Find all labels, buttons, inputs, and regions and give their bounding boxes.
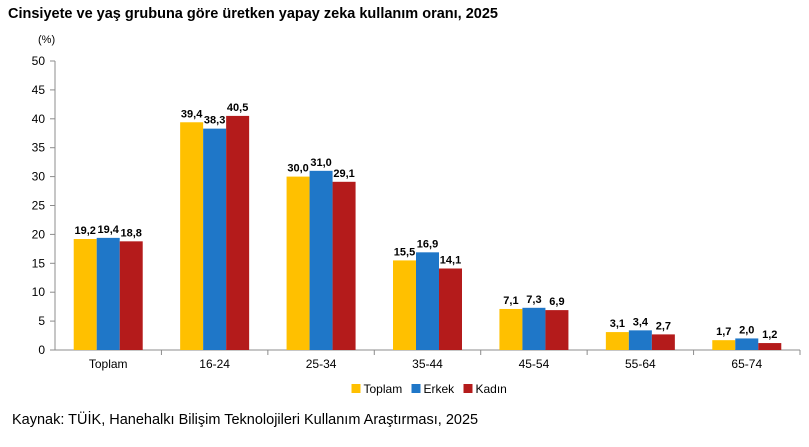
data-label: 14,1 [440, 255, 461, 267]
y-tick-label: 20 [32, 227, 46, 241]
data-label: 3,1 [610, 318, 625, 330]
data-label: 1,7 [716, 326, 731, 338]
bar-toplam [73, 239, 97, 350]
y-tick-label: 25 [32, 199, 46, 213]
data-label: 6,9 [549, 296, 564, 308]
data-label: 7,3 [526, 294, 541, 306]
x-tick-label: 65-74 [731, 357, 762, 371]
data-label: 18,8 [121, 227, 142, 239]
bar-toplam [393, 260, 416, 350]
data-label: 38,3 [204, 115, 225, 127]
y-tick-label: 45 [32, 83, 46, 97]
data-label: 3,4 [633, 316, 649, 328]
data-label: 2,0 [739, 324, 754, 336]
y-tick-label: 40 [32, 112, 46, 126]
bar-toplam [712, 340, 736, 350]
legend-label: Erkek [424, 382, 456, 396]
y-unit-label: (%) [38, 34, 55, 46]
x-tick-label: Toplam [89, 357, 128, 371]
data-label: 16,9 [417, 238, 438, 250]
data-label: 19,4 [98, 224, 120, 236]
y-tick-label: 30 [32, 170, 46, 184]
data-label: 2,7 [656, 320, 671, 332]
y-tick-label: 15 [32, 256, 46, 270]
bar-kadın [651, 334, 675, 350]
legend-swatch-erkek [411, 384, 421, 393]
bar-kadın [119, 241, 143, 350]
y-tick-label: 50 [32, 54, 46, 68]
x-tick-label: 25-34 [306, 357, 337, 371]
data-label: 30,0 [287, 163, 308, 175]
x-tick-label: 35-44 [412, 357, 443, 371]
bar-kadın [226, 115, 250, 350]
bar-erkek [628, 330, 652, 350]
bar-toplam [180, 122, 204, 350]
bar-kadın [439, 268, 462, 350]
y-tick-label: 10 [32, 285, 46, 299]
data-label: 15,5 [394, 246, 415, 258]
data-label: 1,2 [762, 329, 777, 341]
data-label: 40,5 [227, 102, 248, 114]
y-tick-label: 0 [38, 343, 45, 357]
bar-erkek [735, 338, 759, 350]
x-tick-label: 55-64 [625, 357, 656, 371]
bar-erkek [522, 307, 546, 350]
x-tick-label: 16-24 [199, 357, 230, 371]
source-note: Kaynak: TÜİK, Hanehalkı Bilişim Teknoloj… [12, 412, 479, 428]
bar-kadın [758, 343, 782, 350]
data-label: 7,1 [503, 295, 518, 307]
data-label: 29,1 [333, 168, 354, 180]
bar-toplam [499, 308, 523, 350]
bar-erkek [416, 252, 439, 350]
legend-label: Toplam [364, 382, 403, 396]
bar-erkek [309, 170, 333, 350]
bar-kadın [332, 181, 356, 350]
chart-title: Cinsiyete ve yaş grubuna göre üretken ya… [8, 6, 498, 22]
y-tick-label: 5 [38, 314, 45, 328]
data-label: 19,2 [75, 225, 96, 237]
data-label: 31,0 [310, 157, 331, 169]
legend-swatch-toplam [351, 384, 361, 393]
bar-toplam [286, 176, 310, 350]
bar-toplam [605, 332, 629, 350]
bar-erkek [96, 237, 120, 350]
bar-erkek [203, 128, 227, 350]
legend-label: Kadın [476, 382, 507, 396]
y-tick-label: 35 [32, 141, 46, 155]
x-tick-label: 45-54 [519, 357, 550, 371]
data-label: 39,4 [181, 108, 203, 120]
bar-chart: (%) 0 5 10 15 20 25 30 35 40 45 50 Toplam 19,2 19,4 18,… [32, 34, 801, 396]
legend-swatch-kadın [463, 384, 473, 393]
bar-kadın [545, 310, 569, 350]
